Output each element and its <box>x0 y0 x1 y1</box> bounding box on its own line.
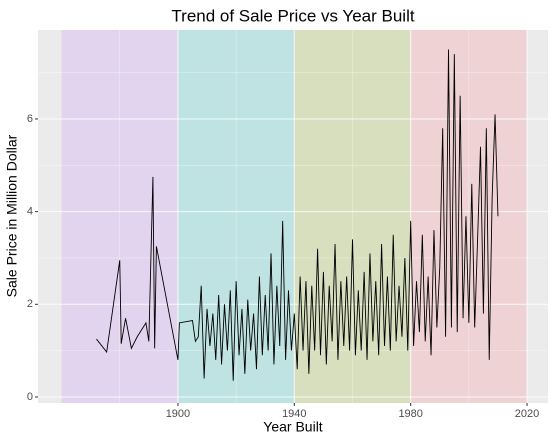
x-tick-label: 1900 <box>166 408 190 420</box>
x-tick-label: 1980 <box>398 408 422 420</box>
y-tick-label: 6 <box>27 113 33 125</box>
x-tick-label: 2020 <box>515 408 539 420</box>
y-tick-label: 4 <box>27 206 33 218</box>
y-tick-label: 2 <box>27 298 33 310</box>
x-tick-label: 1940 <box>282 408 306 420</box>
y-tick-label: 0 <box>27 391 33 403</box>
x-axis-title: Year Built <box>263 419 323 435</box>
line <box>96 49 499 381</box>
y-axis-title: Sale Price in Million Dollar <box>4 134 20 297</box>
chart-title: Trend of Sale Price vs Year Built <box>171 6 414 25</box>
